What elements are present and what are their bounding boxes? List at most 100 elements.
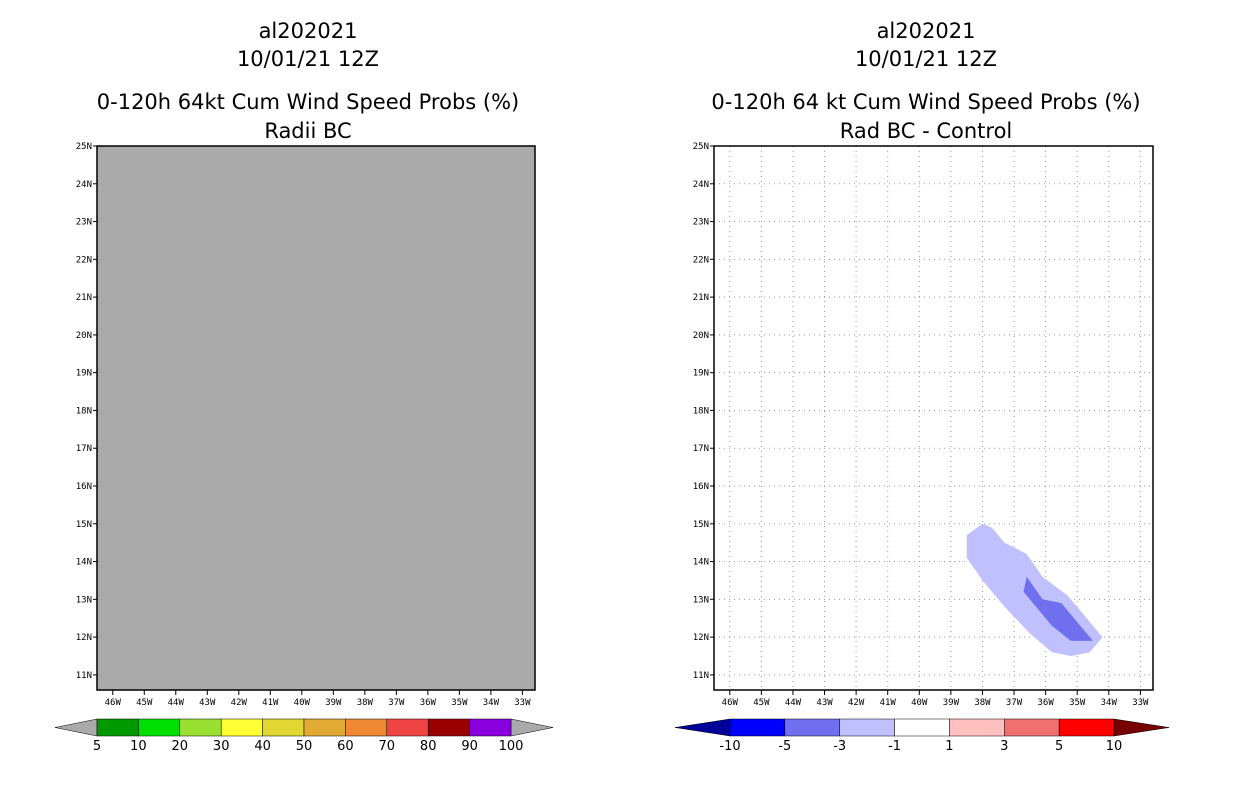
colorbar-swatch — [262, 718, 305, 737]
colorbar-high-arrow — [510, 718, 554, 737]
colorbar-label: 5 — [93, 739, 101, 754]
x-tick-label: 41W — [880, 698, 897, 708]
x-tick-label: 44W — [785, 698, 802, 708]
colorbar-swatch — [1058, 718, 1115, 737]
colorbar-label: 10 — [130, 739, 147, 754]
left-y-axis: 25N 24N 23N 22N 21N 20N 19N 18N 17N 16N 15N 14N 13N 1… — [76, 142, 97, 681]
left-probability-field — [97, 146, 535, 690]
x-tick-label: 40W — [911, 698, 928, 708]
colorbar-swatch — [1004, 718, 1060, 737]
left-date: 10/01/21 12Z — [237, 47, 379, 71]
y-tick-label: 20N — [76, 331, 92, 341]
y-tick-label: 22N — [76, 255, 92, 265]
x-tick-label: 38W — [357, 698, 374, 708]
x-tick-label: 36W — [420, 698, 437, 708]
y-tick-label: 14N — [76, 558, 92, 568]
x-tick-label: 35W — [1069, 698, 1086, 708]
y-tick-label: 21N — [693, 293, 709, 303]
x-tick-label: 46W — [722, 698, 739, 708]
y-tick-label: 16N — [693, 482, 709, 492]
x-tick-label: 42W — [848, 698, 865, 708]
right-panel: al202021 10/01/21 12Z 0-120h 64 kt Cum W… — [674, 19, 1170, 754]
right-y-axis: 25N 24N 23N 22N 21N 20N 19N 18N 17N 16N 15N 14N 13N 1… — [693, 142, 714, 681]
y-tick-label: 14N — [693, 558, 709, 568]
right-plot-frame — [713, 145, 1154, 691]
x-tick-label: 37W — [388, 698, 405, 708]
y-tick-label: 13N — [76, 595, 92, 605]
left-storm-id: al202021 — [259, 19, 358, 43]
colorbar-low-arrow — [54, 718, 98, 737]
colorbar-swatch — [949, 718, 1005, 737]
left-subtitle: Radii BC — [264, 119, 351, 143]
colorbar-high-arrow — [1113, 718, 1170, 737]
colorbar-label: -1 — [888, 739, 901, 754]
left-x-axis: 46W 45W 44W 43W 42W 41W 40W 39W 38W 37W 36W 35W 34W 3… — [105, 690, 531, 708]
x-tick-label: 40W — [294, 698, 311, 708]
colorbar-swatch — [839, 718, 895, 737]
right-contours — [966, 523, 1103, 656]
y-tick-label: 20N — [693, 331, 709, 341]
y-tick-label: 18N — [76, 406, 92, 416]
colorbar-label: -10 — [719, 739, 740, 754]
y-tick-label: 24N — [76, 180, 92, 190]
y-tick-label: 17N — [76, 444, 92, 454]
x-tick-label: 34W — [1101, 698, 1118, 708]
y-tick-label: 23N — [693, 218, 709, 228]
y-tick-label: 18N — [693, 406, 709, 416]
x-tick-label: 45W — [136, 698, 153, 708]
colorbar-swatch — [220, 718, 263, 737]
y-tick-label: 17N — [693, 444, 709, 454]
x-tick-label: 42W — [231, 698, 248, 708]
colorbar-label: 30 — [213, 739, 230, 754]
colorbar-label: 80 — [420, 739, 437, 754]
x-tick-label: 39W — [325, 698, 342, 708]
colorbar-swatch — [138, 718, 181, 737]
colorbar-swatch — [386, 718, 429, 737]
x-tick-label: 39W — [943, 698, 960, 708]
colorbar-label: 1 — [945, 739, 953, 754]
colorbar-label: 20 — [172, 739, 189, 754]
right-x-axis: 46W 45W 44W 43W 42W 41W 40W 39W 38W 37W 36W 35W 34W 3… — [722, 690, 1149, 708]
colorbar-label: 90 — [461, 739, 478, 754]
y-tick-label: 15N — [693, 520, 709, 530]
right-subtitle: Rad BC - Control — [840, 119, 1013, 143]
colorbar-label: -5 — [778, 739, 791, 754]
colorbar-swatch — [427, 718, 470, 737]
y-tick-label: 25N — [76, 142, 92, 152]
right-storm-id: al202021 — [877, 19, 976, 43]
y-tick-label: 19N — [76, 369, 92, 379]
right-gridlines — [714, 145, 1153, 690]
y-tick-label: 19N — [693, 369, 709, 379]
y-tick-label: 24N — [693, 180, 709, 190]
y-tick-label: 16N — [76, 482, 92, 492]
y-tick-label: 21N — [76, 293, 92, 303]
colorbar-label: 3 — [1000, 739, 1008, 754]
left-title: 0-120h 64kt Cum Wind Speed Probs (%) — [97, 90, 519, 114]
right-colorbar: -10 -5 -3 -1 1 3 5 10 — [674, 718, 1170, 754]
x-tick-label: 45W — [753, 698, 770, 708]
y-tick-label: 15N — [76, 520, 92, 530]
y-tick-label: 25N — [693, 142, 709, 152]
colorbar-swatch — [345, 718, 388, 737]
colorbar-label: 40 — [254, 739, 271, 754]
y-tick-label: 23N — [76, 218, 92, 228]
left-panel: al202021 10/01/21 12Z 0-120h 64kt Cum Wi… — [54, 19, 554, 754]
left-colorbar: 5 10 20 30 40 50 60 70 80 90 100 — [54, 718, 554, 754]
colorbar-label: 70 — [379, 739, 396, 754]
colorbar-swatch — [469, 718, 512, 737]
x-tick-label: 35W — [451, 698, 468, 708]
contour-region — [1023, 576, 1093, 641]
x-tick-label: 44W — [168, 698, 185, 708]
x-tick-label: 38W — [974, 698, 991, 708]
right-date: 10/01/21 12Z — [855, 47, 997, 71]
colorbar-label: 5 — [1055, 739, 1063, 754]
colorbar-swatch — [303, 718, 346, 737]
colorbar-label: 50 — [296, 739, 313, 754]
right-title: 0-120h 64 kt Cum Wind Speed Probs (%) — [711, 90, 1140, 114]
colorbar-swatch — [894, 718, 950, 737]
x-tick-label: 43W — [199, 698, 216, 708]
colorbar-swatch — [179, 718, 222, 737]
left-plot-frame — [96, 145, 536, 691]
y-tick-label: 13N — [693, 595, 709, 605]
